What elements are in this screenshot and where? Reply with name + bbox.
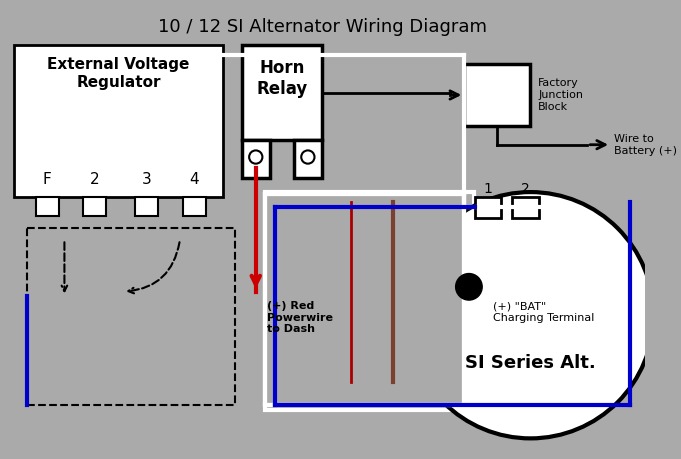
Text: 1: 1 — [484, 182, 492, 196]
Bar — [265, 194, 464, 405]
Text: Factory
Junction
Block: Factory Junction Block — [538, 78, 583, 112]
Bar — [464, 64, 530, 126]
Circle shape — [407, 192, 654, 438]
Bar — [475, 197, 501, 218]
Bar — [183, 197, 206, 216]
Text: SI Series Alt.: SI Series Alt. — [465, 353, 596, 372]
Text: 2: 2 — [522, 182, 530, 196]
Circle shape — [456, 274, 482, 300]
Bar — [36, 197, 59, 216]
Bar — [513, 197, 539, 218]
Text: 3: 3 — [142, 172, 152, 187]
Text: External Voltage
Regulator: External Voltage Regulator — [47, 57, 189, 90]
Bar — [14, 45, 223, 197]
Text: Wire to
Battery (+): Wire to Battery (+) — [614, 134, 677, 156]
Bar — [265, 192, 474, 410]
Bar — [27, 228, 235, 405]
Text: Horn
Relay: Horn Relay — [256, 59, 307, 98]
Circle shape — [249, 151, 262, 164]
Bar — [242, 45, 322, 140]
Bar — [242, 140, 270, 178]
Bar — [83, 197, 106, 216]
Text: (+) "BAT"
Charging Terminal: (+) "BAT" Charging Terminal — [492, 301, 594, 323]
Bar — [294, 140, 322, 178]
Bar — [136, 197, 158, 216]
Text: 4: 4 — [189, 172, 199, 187]
Text: 10 / 12 SI Alternator Wiring Diagram: 10 / 12 SI Alternator Wiring Diagram — [158, 18, 487, 36]
Text: 2: 2 — [90, 172, 99, 187]
Text: (+) Red
Powerwire
to Dash: (+) Red Powerwire to Dash — [267, 301, 333, 334]
Circle shape — [301, 151, 315, 164]
Text: F: F — [43, 172, 52, 187]
